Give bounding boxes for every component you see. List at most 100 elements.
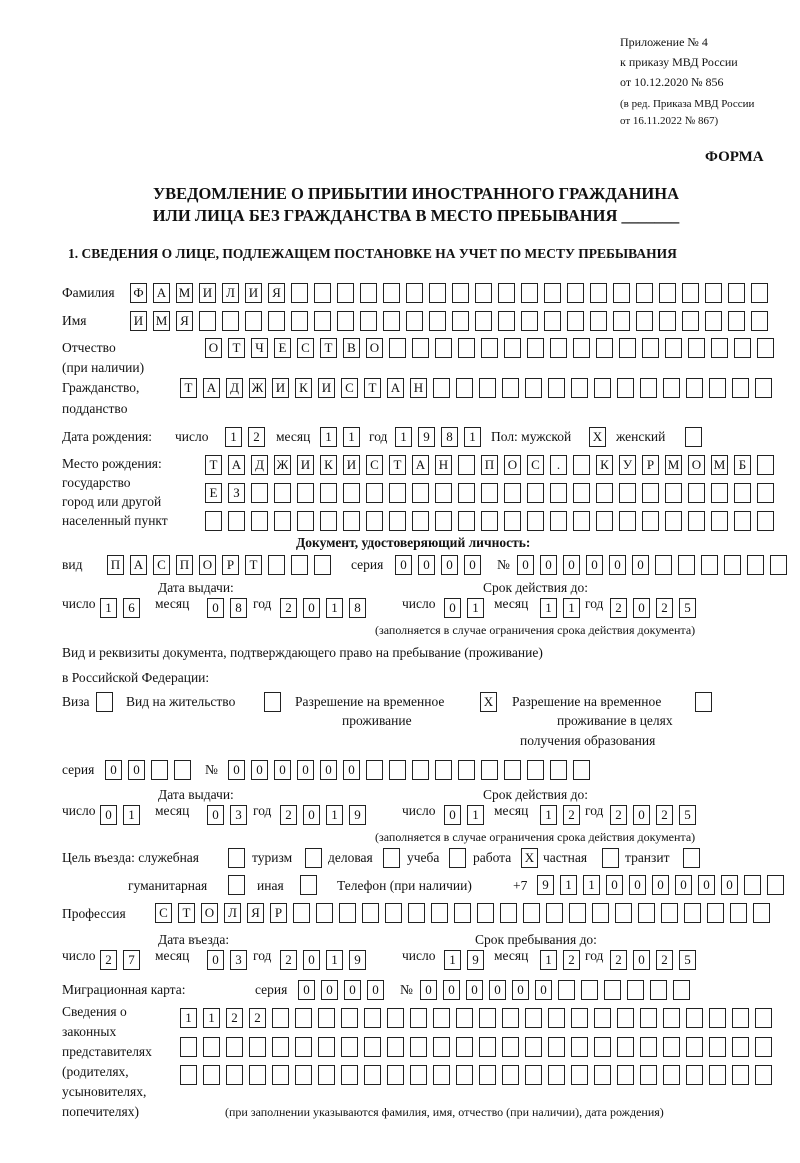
char-cell[interactable] (734, 338, 751, 358)
char-cell[interactable]: Я (176, 311, 193, 331)
char-cell[interactable] (636, 283, 653, 303)
char-cell[interactable] (268, 311, 285, 331)
char-cell[interactable] (366, 760, 383, 780)
char-cell[interactable] (433, 1037, 450, 1057)
char-cell[interactable]: П (107, 555, 124, 575)
char-cell[interactable]: А (387, 378, 404, 398)
char-cell[interactable]: П (176, 555, 193, 575)
char-cell[interactable] (458, 338, 475, 358)
char-cell[interactable]: 1 (560, 875, 577, 895)
char-cell[interactable]: 0 (207, 598, 224, 618)
char-cell[interactable] (406, 283, 423, 303)
char-cell[interactable] (360, 311, 377, 331)
char-cell[interactable] (387, 1008, 404, 1028)
char-cell[interactable] (412, 483, 429, 503)
char-cell[interactable] (318, 1008, 335, 1028)
char-cell[interactable] (744, 875, 761, 895)
char-cell[interactable] (291, 555, 308, 575)
char-cell[interactable]: 0 (633, 805, 650, 825)
char-cell[interactable] (433, 378, 450, 398)
char-cell[interactable] (711, 338, 728, 358)
char-cell[interactable]: Я (247, 903, 264, 923)
char-cell[interactable] (295, 1037, 312, 1057)
char-cell[interactable]: 0 (207, 950, 224, 970)
char-cell[interactable]: 3 (230, 805, 247, 825)
char-cell[interactable]: 5 (679, 805, 696, 825)
char-cell[interactable]: 1 (540, 805, 557, 825)
char-cell[interactable] (682, 283, 699, 303)
char-cell[interactable] (268, 555, 285, 575)
char-cell[interactable]: О (366, 338, 383, 358)
char-cell[interactable] (527, 760, 544, 780)
char-cell[interactable] (686, 378, 703, 398)
char-cell[interactable] (732, 1065, 749, 1085)
char-cell[interactable] (320, 511, 337, 531)
char-cell[interactable] (456, 1065, 473, 1085)
char-cell[interactable]: 1 (583, 875, 600, 895)
char-cell[interactable]: 8 (441, 427, 458, 447)
char-cell[interactable]: С (341, 378, 358, 398)
char-cell[interactable] (383, 283, 400, 303)
char-cell[interactable] (180, 1065, 197, 1085)
char-cell[interactable]: 0 (489, 980, 506, 1000)
char-cell[interactable]: Д (251, 455, 268, 475)
char-cell[interactable] (550, 511, 567, 531)
char-cell[interactable] (640, 1037, 657, 1057)
char-cell[interactable]: Л (222, 283, 239, 303)
char-cell[interactable]: 0 (540, 555, 557, 575)
char-cell[interactable] (226, 1065, 243, 1085)
char-cell[interactable] (525, 378, 542, 398)
char-cell[interactable] (389, 483, 406, 503)
char-cell[interactable]: Т (389, 455, 406, 475)
char-cell[interactable] (642, 338, 659, 358)
char-cell[interactable] (475, 283, 492, 303)
char-cell[interactable] (481, 483, 498, 503)
char-cell[interactable] (594, 378, 611, 398)
char-cell[interactable]: 1 (225, 427, 242, 447)
char-cell[interactable] (364, 1008, 381, 1028)
char-cell[interactable] (682, 311, 699, 331)
char-cell[interactable] (481, 760, 498, 780)
char-cell[interactable] (341, 1065, 358, 1085)
char-cell[interactable] (550, 760, 567, 780)
char-cell[interactable]: 0 (207, 805, 224, 825)
char-cell[interactable] (295, 1065, 312, 1085)
char-cell[interactable] (709, 378, 726, 398)
char-cell[interactable] (504, 760, 521, 780)
char-cell[interactable]: Т (180, 378, 197, 398)
char-cell[interactable] (249, 1037, 266, 1057)
char-cell[interactable] (521, 283, 538, 303)
char-cell[interactable] (433, 1065, 450, 1085)
char-cell[interactable] (339, 903, 356, 923)
char-cell[interactable] (429, 283, 446, 303)
char-cell[interactable]: Т (245, 555, 262, 575)
checkbox[interactable] (305, 848, 322, 868)
char-cell[interactable] (337, 311, 354, 331)
char-cell[interactable]: 1 (326, 805, 343, 825)
checkbox[interactable] (300, 875, 317, 895)
char-cell[interactable]: 2 (563, 805, 580, 825)
char-cell[interactable]: 0 (675, 875, 692, 895)
char-cell[interactable] (686, 1065, 703, 1085)
char-cell[interactable] (318, 1037, 335, 1057)
checkbox[interactable] (449, 848, 466, 868)
char-cell[interactable]: Р (270, 903, 287, 923)
char-cell[interactable]: 0 (444, 805, 461, 825)
char-cell[interactable] (475, 311, 492, 331)
char-cell[interactable]: 0 (633, 950, 650, 970)
char-cell[interactable] (314, 555, 331, 575)
char-cell[interactable]: 2 (563, 950, 580, 970)
char-cell[interactable] (594, 1008, 611, 1028)
char-cell[interactable] (251, 483, 268, 503)
char-cell[interactable] (479, 1037, 496, 1057)
char-cell[interactable]: 2 (280, 598, 297, 618)
char-cell[interactable] (452, 283, 469, 303)
char-cell[interactable]: 0 (343, 760, 360, 780)
checkbox[interactable] (685, 427, 702, 447)
char-cell[interactable] (458, 511, 475, 531)
char-cell[interactable] (504, 511, 521, 531)
char-cell[interactable] (569, 903, 586, 923)
char-cell[interactable]: 0 (466, 980, 483, 1000)
char-cell[interactable]: 9 (349, 805, 366, 825)
char-cell[interactable] (728, 283, 745, 303)
